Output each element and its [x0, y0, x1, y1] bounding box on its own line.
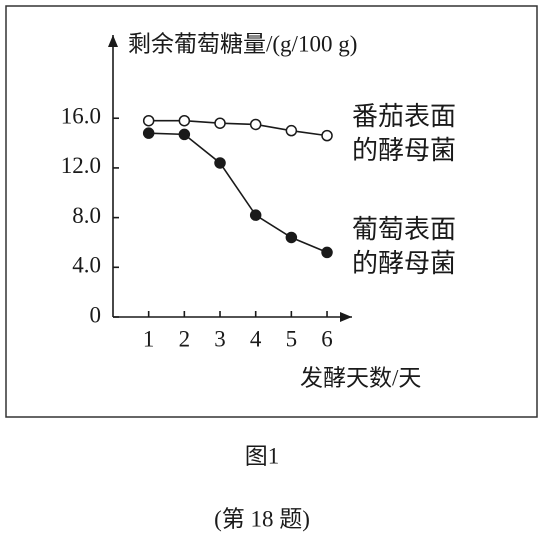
- x-axis-label: 发酵天数/天: [300, 365, 421, 390]
- x-axis-arrow: [340, 312, 352, 322]
- series-line: [148, 132, 328, 254]
- data-point: [249, 118, 262, 131]
- y-tick-label: 12.0: [61, 153, 101, 178]
- data-point: [321, 129, 333, 142]
- x-tick-label: 1: [143, 326, 155, 351]
- x-tick-label: 2: [179, 326, 191, 351]
- data-point: [321, 246, 333, 259]
- data-point: [178, 128, 191, 141]
- data-point: [249, 209, 262, 221]
- data-point: [214, 117, 226, 129]
- series-label: 番茄表面的酵母菌: [352, 102, 457, 165]
- caption: 图1: [245, 443, 280, 468]
- series-line: [148, 119, 328, 137]
- data-point: [214, 157, 226, 169]
- x-tick-label: 6: [321, 326, 333, 351]
- question-label: (第 18 题): [214, 506, 310, 531]
- y-tick-label: 8.0: [72, 203, 101, 228]
- x-tick-label: 5: [286, 326, 298, 351]
- x-tick-label: 4: [250, 326, 262, 351]
- y-tick-label: 4.0: [72, 253, 101, 278]
- data-point: [285, 231, 298, 244]
- y-tick-label: 16.0: [61, 104, 101, 129]
- data-point: [285, 124, 298, 137]
- series-label: 葡萄表面的酵母菌: [352, 215, 457, 278]
- frame: [5, 5, 538, 418]
- data-point: [142, 127, 155, 139]
- y-axis-label: 剩余葡萄糖量/(g/100 g): [128, 31, 357, 56]
- data-point: [142, 114, 155, 127]
- y-axis-arrow: [108, 35, 118, 47]
- x-tick-label: 3: [214, 326, 226, 351]
- data-point: [178, 114, 191, 127]
- y-tick-label: 0: [90, 302, 102, 327]
